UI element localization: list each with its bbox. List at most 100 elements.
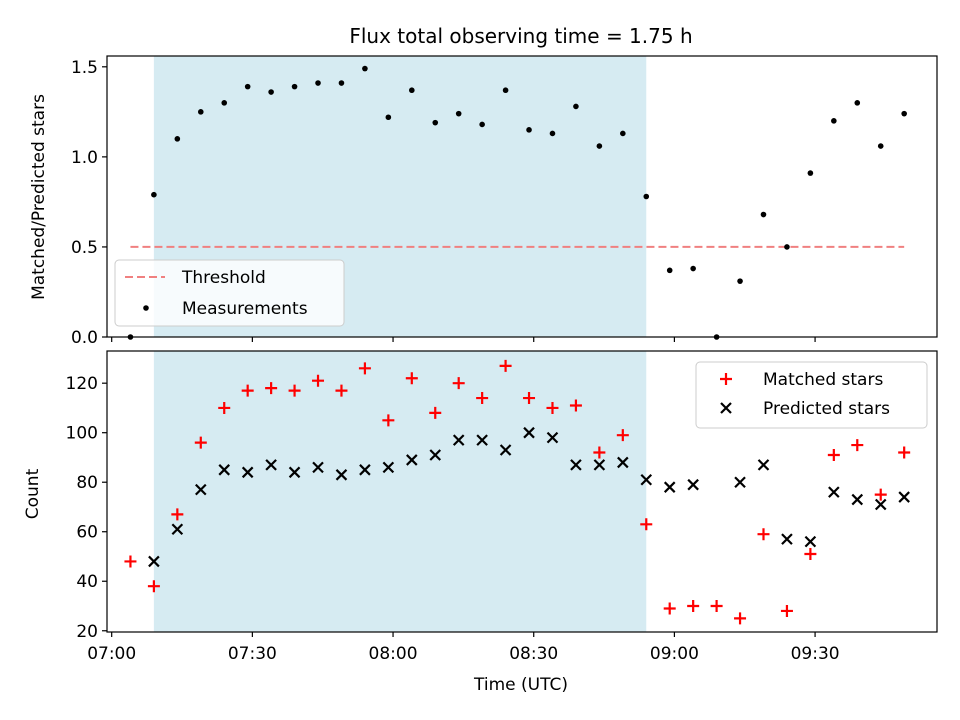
measurement-point: [526, 127, 532, 133]
x-tick-label: 07:30: [228, 644, 277, 664]
predicted-star-point: [476, 434, 488, 446]
bottom-y-tick-label: 80: [76, 473, 98, 493]
matched-star-point: [663, 602, 676, 615]
predicted-star-point: [382, 461, 395, 474]
matched-star-point: [312, 374, 325, 387]
top-y-tick-label: 1.0: [71, 148, 98, 168]
predicted-star-point: [312, 461, 324, 474]
matched-star-point: [757, 528, 770, 541]
predicted-star-point: [335, 469, 348, 481]
matched-star-point: [288, 384, 301, 397]
matched-stars-points: [124, 359, 911, 625]
measurement-point: [760, 211, 767, 218]
matched-star-point: [569, 399, 582, 412]
matched-star-point: [358, 362, 371, 375]
top-y-tick-label: 0.5: [71, 238, 98, 258]
measurement-point: [502, 87, 509, 94]
predicted-star-point: [898, 491, 910, 503]
x-tick-label: 08:00: [369, 644, 418, 664]
predicted-star-point: [241, 466, 254, 479]
measurement-point: [573, 103, 579, 110]
matched-star-point: [241, 384, 254, 397]
bottom-panel: 20 40 60 80 100 120 07:00 07:30 08:00 08:30 09:00…: [23, 350, 938, 695]
measurement-point: [221, 100, 228, 106]
matched-star-point: [851, 439, 864, 452]
predicted-stars-points: [148, 426, 910, 568]
matched-star-point: [124, 555, 137, 568]
matched-star-point: [687, 600, 700, 613]
legend-matched-swatch: [720, 373, 732, 385]
bottom-x-ticks: 07:00 07:30 08:00 08:30 09:00 09:30: [87, 632, 840, 664]
legend-threshold-label: Threshold: [181, 268, 266, 288]
measurement-point: [174, 136, 181, 142]
bottom-y-tick-label: 120: [66, 374, 98, 394]
matched-star-point: [640, 518, 653, 531]
matched-star-point: [780, 604, 793, 617]
measurement-point: [690, 265, 696, 272]
measurement-point: [854, 100, 861, 106]
matched-star-point: [335, 384, 348, 397]
bottom-y-axis-label: Count: [23, 468, 43, 519]
measurement-point: [737, 278, 743, 284]
legend-measurements-label: Measurements: [182, 299, 308, 319]
bottom-y-tick-label: 100: [66, 424, 98, 444]
matched-star-point: [734, 612, 747, 625]
measurement-point: [244, 83, 251, 90]
measurement-point: [362, 65, 368, 72]
measurement-point: [479, 121, 485, 128]
bottom-y-tick-label: 40: [76, 572, 98, 592]
predicted-star-point: [757, 459, 770, 471]
predicted-star-point: [640, 473, 653, 486]
measurement-point: [901, 110, 907, 117]
matched-star-point: [452, 377, 465, 390]
predicted-star-point: [359, 464, 371, 476]
measurement-point: [807, 170, 814, 176]
measurement-point: [549, 130, 556, 137]
predicted-star-point: [288, 466, 301, 479]
measurement-point: [643, 193, 650, 200]
predicted-star-point: [406, 454, 418, 466]
matched-star-point: [429, 406, 442, 419]
top-y-tick-label: 1.5: [71, 58, 98, 78]
x-tick-label: 09:00: [650, 644, 699, 664]
measurement-point: [315, 80, 321, 86]
bottom-shaded-interval: [153, 351, 647, 632]
legend-predicted-label: Predicted stars: [763, 399, 890, 419]
top-axes-frame: [106, 55, 938, 338]
top-x-ticks: [111, 337, 816, 342]
predicted-star-point: [851, 493, 864, 506]
predicted-star-point: [452, 434, 465, 446]
top-legend: Threshold Measurements: [114, 259, 345, 327]
matched-star-point: [593, 446, 606, 459]
figure-title: Flux total observing time = 1.75 h: [349, 24, 692, 48]
matched-star-point: [147, 580, 160, 593]
predicted-star-point: [218, 464, 231, 476]
measurement-point: [596, 143, 603, 149]
matched-star-point: [523, 392, 536, 405]
predicted-star-point: [570, 459, 582, 471]
legend-matched-label: Matched stars: [763, 370, 883, 390]
measurement-point: [151, 191, 157, 198]
measurement-point: [409, 87, 415, 94]
predicted-star-point: [874, 498, 887, 511]
x-axis-label: Time (UTC): [473, 675, 568, 695]
legend-measurements-swatch: [143, 305, 149, 311]
predicted-star-point: [687, 478, 699, 491]
bottom-y-ticks: 20 40 60 80 100 120: [66, 374, 107, 642]
predicted-star-point: [195, 483, 207, 496]
matched-star-point: [218, 401, 231, 414]
legend-predicted-swatch: [720, 402, 732, 414]
measurement-point: [268, 89, 274, 95]
measurement-point: [338, 80, 345, 86]
matched-star-point: [265, 382, 278, 395]
top-y-tick-label: 0.0: [71, 328, 98, 348]
bottom-y-tick-label: 20: [76, 622, 98, 642]
predicted-star-point: [663, 481, 676, 493]
predicted-star-point: [804, 535, 817, 548]
predicted-star-point: [523, 426, 535, 439]
measurement-point: [385, 114, 392, 121]
top-panel: 0.0 0.5 1.0 1.5 Matched/Predicted stars Thr…: [29, 55, 938, 348]
measurement-point: [432, 119, 439, 126]
bottom-legend: Matched stars Predicted stars: [695, 361, 928, 429]
